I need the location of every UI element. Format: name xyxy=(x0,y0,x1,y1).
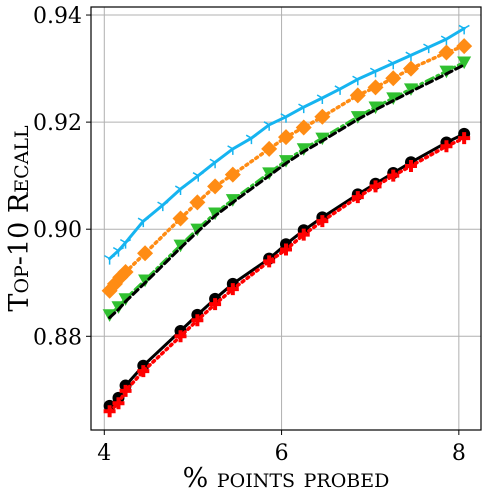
data-point xyxy=(298,103,310,114)
data-point xyxy=(263,121,275,131)
data-point xyxy=(403,83,418,96)
data-point xyxy=(369,67,382,78)
data-point xyxy=(423,43,435,54)
data-point xyxy=(172,210,189,227)
data-point xyxy=(208,207,223,221)
data-point xyxy=(280,243,292,256)
data-point xyxy=(103,405,116,418)
data-point xyxy=(192,172,204,182)
data-point xyxy=(402,60,419,77)
plot-frame xyxy=(90,6,482,431)
x-tick-label: 8 xyxy=(452,441,466,466)
series-line xyxy=(107,136,466,414)
data-point xyxy=(351,191,364,204)
series-line xyxy=(108,60,466,317)
data-point xyxy=(438,44,455,61)
data-point xyxy=(280,113,292,123)
data-point xyxy=(440,35,453,46)
data-point xyxy=(297,228,310,241)
data-point xyxy=(209,158,221,169)
data-point xyxy=(315,132,330,146)
data-point xyxy=(387,169,400,182)
data-point xyxy=(350,111,365,124)
y-axis-label: Top-10 Recall xyxy=(4,125,35,312)
data-point xyxy=(189,194,206,211)
x-axis-label: % points probed xyxy=(183,463,390,494)
y-tick-label: 0.92 xyxy=(33,111,82,136)
data-point xyxy=(104,255,116,265)
series-line xyxy=(108,26,466,261)
y-tick-label: 0.90 xyxy=(33,218,82,243)
data-point xyxy=(369,180,382,193)
data-point xyxy=(226,283,239,296)
data-point xyxy=(387,59,399,70)
data-point xyxy=(314,108,331,125)
series-group xyxy=(101,24,473,418)
data-point xyxy=(224,166,241,183)
series-0 xyxy=(104,24,470,265)
data-point xyxy=(458,132,471,145)
data-point xyxy=(352,75,364,86)
data-point xyxy=(117,264,134,281)
data-point xyxy=(225,194,240,207)
data-point xyxy=(279,155,293,168)
y-tick-label: 0.88 xyxy=(33,325,82,350)
data-point xyxy=(157,201,169,212)
ticks: 4 6 8 0.88 0.90 0.92 0.94 xyxy=(33,4,466,466)
data-point xyxy=(457,56,472,70)
data-point xyxy=(458,24,470,35)
series-line xyxy=(108,132,466,408)
data-point xyxy=(367,79,384,96)
x-tick-label: 6 xyxy=(275,441,289,466)
data-point xyxy=(278,129,294,146)
data-point xyxy=(263,255,276,268)
data-point xyxy=(316,215,329,228)
data-point xyxy=(262,167,277,180)
x-tick-label: 4 xyxy=(97,441,111,466)
data-point xyxy=(334,85,346,95)
data-point xyxy=(405,51,417,62)
data-point xyxy=(137,245,154,262)
data-point xyxy=(316,94,328,105)
y-tick-label: 0.94 xyxy=(33,4,82,29)
series-3 xyxy=(108,63,466,320)
data-point xyxy=(386,92,401,106)
data-point xyxy=(119,238,132,249)
data-point xyxy=(261,140,278,157)
series-line xyxy=(108,63,466,320)
data-point xyxy=(439,65,454,79)
data-point xyxy=(207,178,224,195)
data-point xyxy=(174,185,187,196)
data-point xyxy=(119,384,132,397)
data-point xyxy=(245,134,258,145)
data-point xyxy=(456,38,473,55)
data-point xyxy=(137,365,150,378)
data-point xyxy=(385,70,402,87)
series-1 xyxy=(101,38,473,299)
data-point xyxy=(137,217,149,228)
series-5 xyxy=(103,132,471,418)
data-point xyxy=(349,87,366,104)
data-point xyxy=(368,101,383,115)
data-point xyxy=(112,397,125,410)
data-point xyxy=(209,298,222,311)
data-point xyxy=(191,314,204,327)
data-point xyxy=(295,119,312,136)
data-point xyxy=(112,246,125,257)
series-2 xyxy=(102,56,472,322)
data-point xyxy=(296,143,311,156)
data-point xyxy=(404,160,417,173)
data-point xyxy=(440,140,453,153)
data-point xyxy=(227,145,239,155)
data-point xyxy=(174,330,187,343)
